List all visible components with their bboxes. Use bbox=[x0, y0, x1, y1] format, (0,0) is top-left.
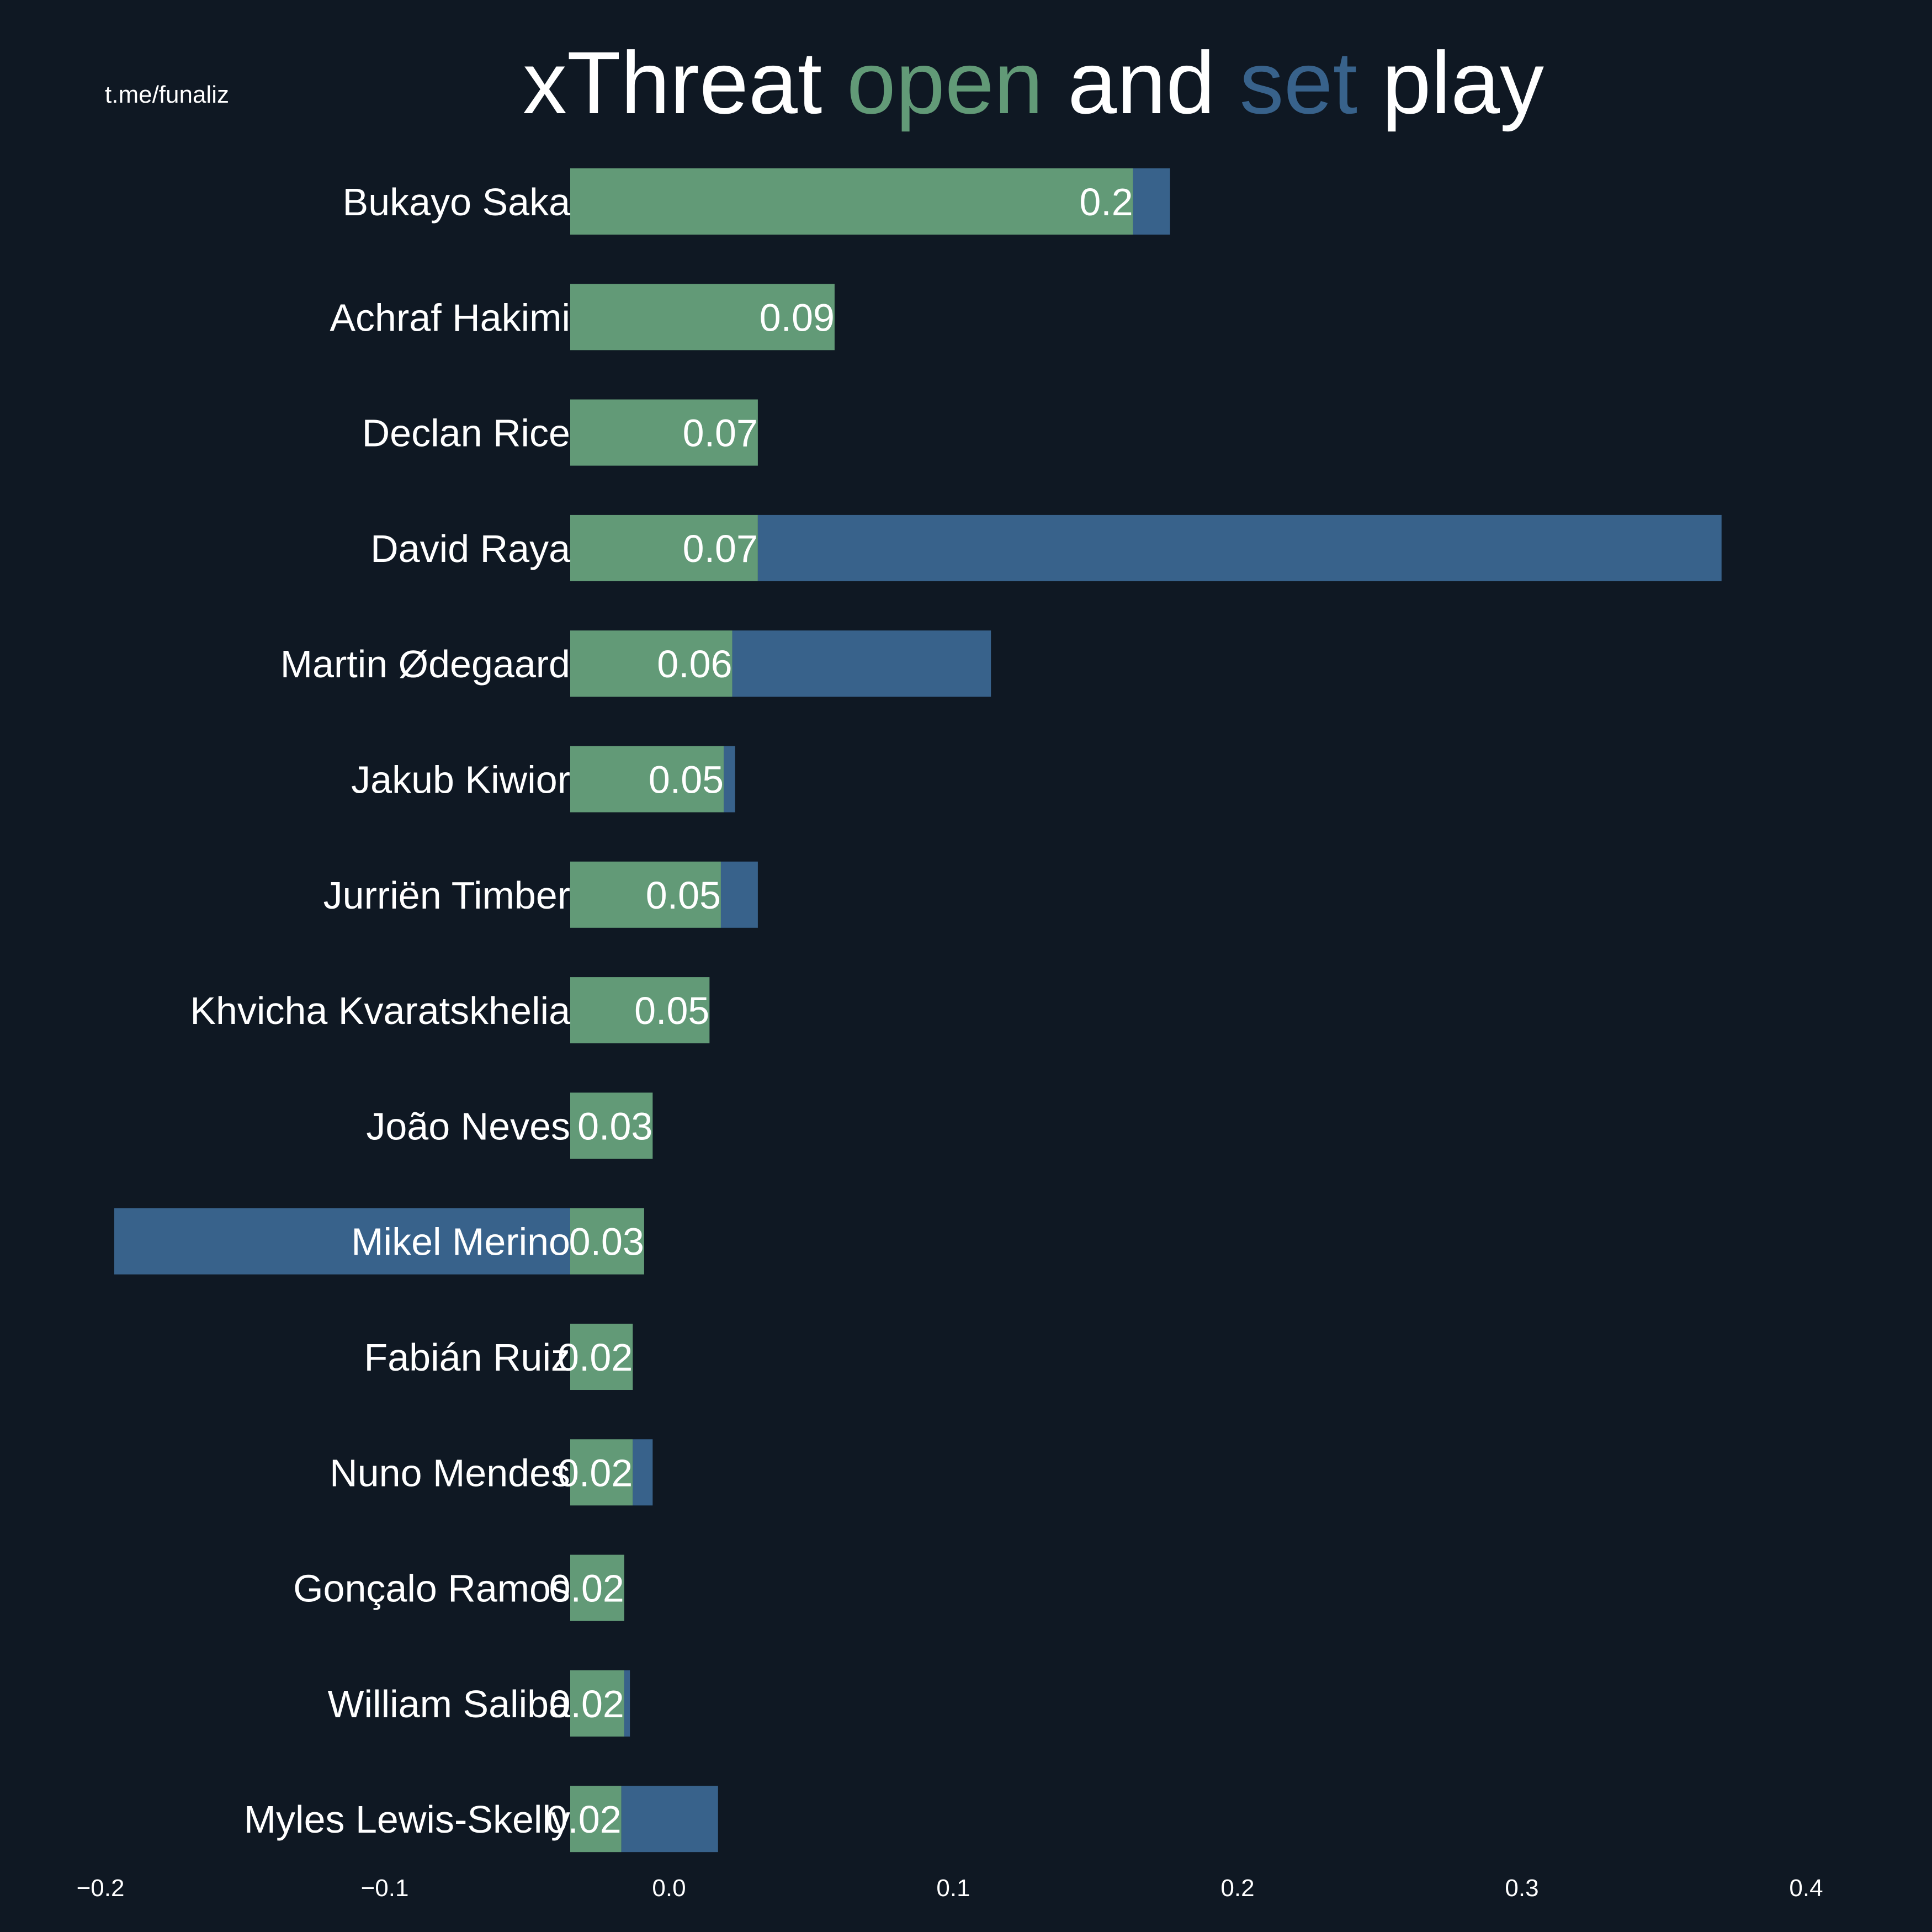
player-label: Achraf Hakimi bbox=[330, 296, 570, 339]
value-labels-layer: 0.2 0.09 0.07 0.07 0.06 0.05 0.05 0.05 0.03 0.03 0… bbox=[546, 181, 1133, 1841]
x-tick-label: 0.3 bbox=[1505, 1875, 1538, 1902]
bar-open-play bbox=[570, 746, 724, 813]
chart-title: xThreat open and set play bbox=[523, 33, 1544, 132]
player-label: Myles Lewis-Skelly bbox=[244, 1798, 570, 1841]
player-label: William Saliba bbox=[327, 1682, 570, 1726]
bar-set-play bbox=[624, 1670, 630, 1737]
bar-set-play bbox=[1133, 168, 1170, 235]
x-tick-label: −0.2 bbox=[77, 1875, 125, 1902]
player-label: João Neves bbox=[366, 1105, 570, 1148]
value-label: 0.2 bbox=[1079, 181, 1133, 224]
x-tick-label: 0.1 bbox=[936, 1875, 970, 1902]
value-label: 0.03 bbox=[577, 1105, 652, 1148]
bar-open-play bbox=[570, 514, 758, 581]
value-label: 0.02 bbox=[549, 1682, 624, 1726]
bar-open-play bbox=[570, 1554, 624, 1621]
player-label: Martin Ødegaard bbox=[280, 643, 570, 686]
bar-open-play bbox=[570, 168, 1133, 235]
x-tick-label: 0.0 bbox=[652, 1875, 686, 1902]
player-label: Fabián Ruiz bbox=[364, 1336, 570, 1379]
x-tick-label: −0.1 bbox=[361, 1875, 409, 1902]
title-part: and bbox=[1043, 33, 1240, 132]
player-label: Mikel Merino bbox=[351, 1220, 570, 1264]
value-label: 0.02 bbox=[558, 1336, 633, 1379]
bar-set-play bbox=[732, 630, 991, 697]
value-label: 0.05 bbox=[634, 989, 709, 1032]
player-label: Jurriën Timber bbox=[323, 874, 570, 917]
bar-open-play bbox=[570, 1092, 653, 1159]
title-part: set bbox=[1240, 33, 1357, 132]
value-label: 0.05 bbox=[646, 874, 721, 917]
bar-open-play bbox=[570, 1439, 633, 1506]
title-part: xThreat bbox=[523, 33, 847, 132]
value-label: 0.05 bbox=[649, 758, 724, 802]
title-part: play bbox=[1357, 33, 1544, 132]
bar-set-play bbox=[757, 514, 1722, 581]
bars-layer bbox=[114, 168, 1722, 1853]
bar-set-play bbox=[720, 861, 758, 928]
x-tick-label: 0.4 bbox=[1789, 1875, 1823, 1902]
bar-open-play bbox=[570, 1670, 624, 1737]
x-axis: −0.2 −0.1 0.0 0.1 0.2 0.3 0.4 bbox=[77, 1875, 1823, 1902]
player-label: Gonçalo Ramos bbox=[293, 1567, 570, 1610]
bar-open-play bbox=[570, 399, 758, 466]
value-label: 0.02 bbox=[558, 1451, 633, 1494]
player-label: Jakub Kiwior bbox=[351, 758, 570, 802]
bar-set-play bbox=[724, 746, 735, 813]
value-label: 0.07 bbox=[683, 412, 758, 455]
bar-set-play bbox=[633, 1439, 653, 1506]
player-label: Declan Rice bbox=[362, 412, 570, 455]
value-label: 0.03 bbox=[569, 1220, 644, 1264]
player-label: Khvicha Kvaratskhelia bbox=[190, 989, 570, 1032]
value-label: 0.09 bbox=[760, 296, 835, 339]
value-label: 0.06 bbox=[657, 643, 732, 686]
bar-open-play bbox=[570, 977, 710, 1044]
value-label: 0.02 bbox=[549, 1567, 624, 1610]
bar-set-play bbox=[621, 1786, 718, 1853]
bar-open-play bbox=[570, 861, 721, 928]
bar-open-play bbox=[570, 1324, 633, 1390]
bar-set-play bbox=[114, 1208, 570, 1275]
bar-open-play bbox=[570, 1786, 622, 1853]
watermark: t.me/funaliz bbox=[105, 81, 229, 108]
value-label: 0.02 bbox=[546, 1798, 621, 1841]
player-labels-layer: Bukayo Saka Achraf Hakimi Declan Rice David… bbox=[190, 181, 570, 1841]
value-label: 0.07 bbox=[683, 527, 758, 570]
player-label: Bukayo Saka bbox=[343, 181, 571, 224]
player-label: David Raya bbox=[370, 527, 570, 570]
player-label: Nuno Mendes bbox=[330, 1451, 570, 1494]
title-part: open bbox=[847, 33, 1043, 132]
bar-open-play bbox=[570, 284, 835, 351]
bar-open-play bbox=[570, 630, 733, 697]
x-tick-label: 0.2 bbox=[1220, 1875, 1254, 1902]
bar-open-play bbox=[570, 1208, 644, 1275]
